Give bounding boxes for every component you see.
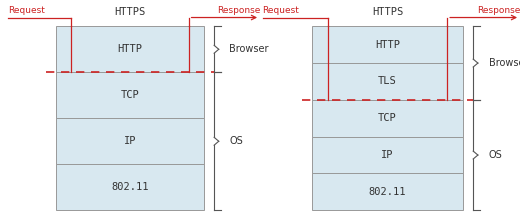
Bar [312, 26, 463, 63]
Text: HTTPS: HTTPS [114, 7, 146, 17]
Text: OS: OS [489, 150, 502, 160]
Text: IP: IP [381, 150, 394, 160]
Text: TCP: TCP [378, 113, 397, 123]
Text: Request: Request [263, 6, 300, 15]
Bar [56, 118, 204, 164]
Bar [312, 137, 463, 173]
Text: Browser: Browser [489, 58, 520, 68]
Bar [56, 72, 204, 118]
Text: HTTP: HTTP [118, 44, 142, 54]
Bar [312, 100, 463, 137]
Bar [312, 63, 463, 100]
Text: Response: Response [477, 6, 520, 15]
Text: TLS: TLS [378, 76, 397, 87]
Text: OS: OS [229, 136, 243, 146]
Text: 802.11: 802.11 [111, 182, 149, 192]
Bar [312, 173, 463, 210]
Bar [56, 164, 204, 210]
Bar [56, 26, 204, 72]
Text: Response: Response [217, 6, 260, 15]
Text: TCP: TCP [121, 90, 139, 100]
Text: IP: IP [124, 136, 136, 146]
Text: 802.11: 802.11 [369, 187, 406, 197]
Text: Request: Request [8, 6, 45, 15]
Text: HTTP: HTTP [375, 40, 400, 50]
Text: HTTPS: HTTPS [372, 7, 403, 17]
Text: Browser: Browser [229, 44, 269, 54]
